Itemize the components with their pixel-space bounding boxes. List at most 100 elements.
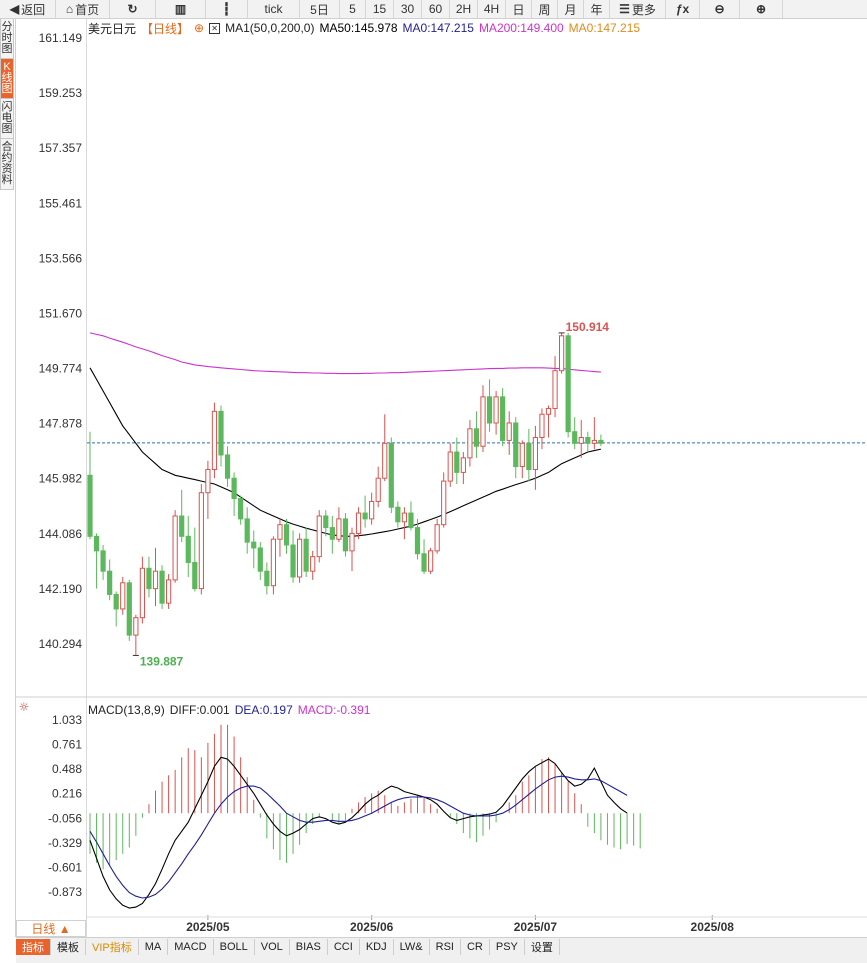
indicator-tab-3[interactable]: MA <box>139 939 169 955</box>
indicator-tab-12[interactable]: CR <box>461 939 490 955</box>
period-button[interactable]: 日线 ▲ <box>16 920 86 937</box>
candle-body <box>107 570 113 595</box>
side-tab-1[interactable]: K线图 <box>0 59 14 99</box>
toolbar-item-11[interactable]: 2H <box>450 0 478 18</box>
toolbar-candle-icon[interactable]: ┇ <box>206 0 248 18</box>
toolbar-item-1[interactable]: ⌂ 首页 <box>56 0 110 18</box>
x-tick-label: 2025/07 <box>514 920 558 934</box>
candle-body <box>441 480 447 526</box>
side-tab-0[interactable]: 分时图 <box>0 19 14 59</box>
candle-body <box>591 439 597 444</box>
candle-body <box>185 535 191 563</box>
toolbar-label: 月 <box>564 2 577 17</box>
candle-body <box>231 477 237 500</box>
indicator-tab-14[interactable]: 设置 <box>525 939 560 955</box>
toolbar-item-7[interactable]: 5 <box>340 0 366 18</box>
toolbar-label: tick <box>264 2 283 16</box>
ma200-value: MA200:149.400 <box>478 21 564 35</box>
candle-body <box>257 547 263 572</box>
indicator-tab-10[interactable]: LW& <box>394 939 430 955</box>
candle-body <box>166 579 172 604</box>
indicator-tab-9[interactable]: KDJ <box>360 939 394 955</box>
candle-body <box>578 437 584 444</box>
candle-body <box>126 582 132 636</box>
candle-body <box>473 428 480 447</box>
toolbar-label: 首页 <box>75 2 100 17</box>
candle-body <box>395 506 401 523</box>
candle-body <box>251 541 257 549</box>
toolbar-formula-icon[interactable]: ƒx <box>666 0 700 18</box>
toolbar-item-13[interactable]: 日 <box>506 0 532 18</box>
candle-body <box>545 407 552 415</box>
indicator-tab-8[interactable]: CCI <box>328 939 360 955</box>
toolbar-label: 更多 <box>631 2 656 17</box>
macd-y-tick-label: 0.488 <box>52 762 82 776</box>
candle-body <box>329 527 335 540</box>
toolbar-item-8[interactable]: 15 <box>366 0 394 18</box>
candle-body <box>290 544 296 578</box>
candle-body <box>205 468 211 494</box>
home-icon: ⌂ <box>65 2 74 16</box>
toolbar-item-6[interactable]: 5日 <box>300 0 340 18</box>
indicator-tab-2[interactable]: VIP指标 <box>86 939 139 955</box>
add-icon[interactable]: ⊕ <box>194 21 205 35</box>
candle-body <box>349 532 355 552</box>
toolbar-label: 60 <box>428 2 443 16</box>
toolbar-item-12[interactable]: 4H <box>478 0 506 18</box>
candle-body <box>460 457 466 473</box>
refresh-icon: ↻ <box>127 2 138 16</box>
toolbar-item-0[interactable]: ◀ 返回 <box>0 0 56 18</box>
candle-body <box>388 442 394 508</box>
toolbar-label: 15 <box>372 2 387 16</box>
macd-param-label: MACD(13,8,9) <box>88 703 165 717</box>
candle-body <box>146 567 152 590</box>
indicator-tab-7[interactable]: BIAS <box>290 939 328 955</box>
toolbar-item-17[interactable]: ☰ 更多 <box>610 0 666 18</box>
toolbar-zoom-out-icon[interactable]: ⊖ <box>700 0 740 18</box>
macd-y-tick-label: -0.056 <box>48 811 82 825</box>
toolbar-item-10[interactable]: 60 <box>422 0 450 18</box>
candle-body <box>264 570 270 587</box>
ma-param-label: MA1(50,0,200,0) <box>225 21 315 35</box>
y-tick-label: 140.294 <box>39 637 83 651</box>
indicator-tab-4[interactable]: MACD <box>168 939 214 955</box>
formula-icon: ƒx <box>675 2 690 16</box>
candle-body <box>401 512 407 523</box>
period-label[interactable]: 【日线】 <box>141 21 190 36</box>
indicator-tab-0[interactable]: 指标 <box>16 939 51 955</box>
candle-body <box>270 538 276 587</box>
candle-body <box>159 570 165 604</box>
macd-value: MACD:-0.391 <box>297 703 371 717</box>
macd-y-tick-label: 0.216 <box>52 787 82 801</box>
toolbar-zoom-in-icon[interactable]: ⊕ <box>740 0 783 18</box>
candle-body <box>526 442 532 470</box>
indicator-tab-5[interactable]: BOLL <box>214 939 255 955</box>
ma0-value: MA0:147.215 <box>402 21 474 35</box>
menu-icon: ☰ <box>619 2 630 16</box>
candle-body <box>539 413 545 439</box>
macd-y-tick-label: 1.033 <box>52 713 82 727</box>
toolbar-label: 年 <box>590 2 603 17</box>
candle-body <box>565 335 571 433</box>
indicator-tab-13[interactable]: PSY <box>490 939 525 955</box>
candle-body <box>139 567 146 619</box>
toolbar-refresh-icon[interactable]: ↻ <box>110 0 156 18</box>
candle-body <box>93 535 100 552</box>
toolbar-item-16[interactable]: 年 <box>584 0 610 18</box>
ma-toggle-icon[interactable]: ✕ <box>209 22 221 34</box>
toolbar-item-5[interactable]: tick <box>248 0 300 18</box>
toolbar-item-9[interactable]: 30 <box>394 0 422 18</box>
ma200-line <box>89 332 601 375</box>
indicator-tab-11[interactable]: RSI <box>430 939 461 955</box>
toolbar-item-15[interactable]: 月 <box>558 0 584 18</box>
y-tick-label: 155.461 <box>39 196 83 210</box>
side-tab-3[interactable]: 合约资料 <box>0 139 14 190</box>
back-icon: ◀ <box>9 2 20 16</box>
indicator-tab-1[interactable]: 模板 <box>51 939 86 955</box>
indicator-tab-6[interactable]: VOL <box>255 939 290 955</box>
side-tab-2[interactable]: 闪电图 <box>0 99 14 139</box>
toolbar-item-14[interactable]: 周 <box>532 0 558 18</box>
toolbar-bar-chart-icon[interactable]: ▥ <box>156 0 206 18</box>
candle-body <box>519 442 525 468</box>
candle-body <box>211 410 218 470</box>
